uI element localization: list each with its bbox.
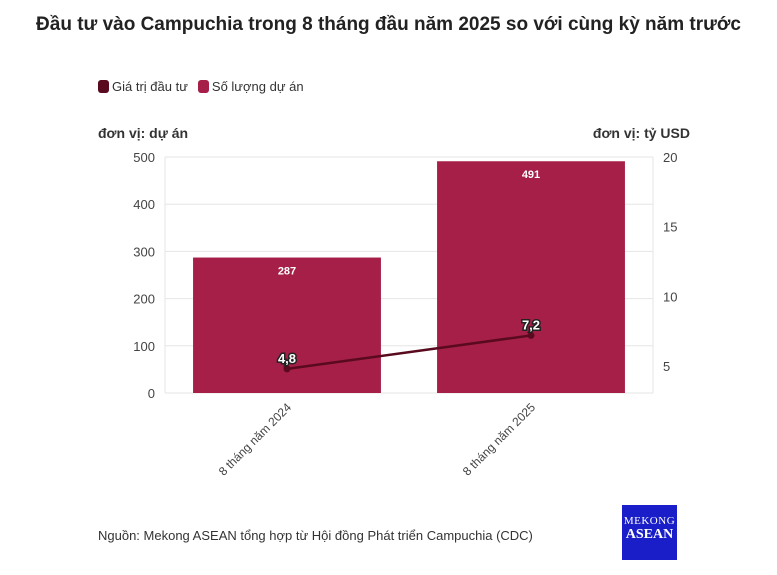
legend-label: Giá trị đầu tư	[112, 79, 188, 94]
right-axis-label: đơn vị: tỷ USD	[592, 125, 690, 141]
left-tick-label: 400	[133, 197, 155, 212]
line-series	[286, 334, 532, 371]
line-point	[283, 365, 291, 373]
right-tick-label: 10	[663, 289, 677, 304]
bar-value-label: 491	[522, 169, 540, 181]
right-tick-label: 20	[663, 150, 677, 165]
bar-value-label: 287	[278, 266, 296, 278]
legend-item-investment[interactable]: Giá trị đầu tư	[98, 79, 188, 94]
left-axis-label: đơn vị: dự án	[98, 125, 189, 141]
left-tick-label: 100	[133, 339, 155, 354]
x-tick-label: 8 tháng năm 2024	[216, 400, 295, 479]
legend-swatch	[98, 80, 109, 93]
x-tick-label: 8 tháng năm 2025	[460, 400, 539, 479]
line-point	[527, 331, 535, 339]
legend-swatch	[197, 80, 209, 93]
legend-label: Số lượng dự án	[211, 79, 304, 94]
source-note: Nguồn: Mekong ASEAN tổng hợp từ Hội đồng…	[98, 528, 533, 543]
left-tick-label: 0	[148, 386, 155, 401]
bar	[193, 257, 381, 393]
right-tick-label: 15	[663, 220, 677, 235]
left-tick-label: 500	[133, 150, 155, 165]
chart-title: Đầu tư vào Campuchia trong 8 tháng đầu n…	[36, 14, 741, 35]
legend: Giá trị đầu tư Số lượng dự án	[98, 79, 304, 94]
mekong-asean-logo: MEKONG ASEAN	[622, 505, 677, 560]
legend-item-projects[interactable]: Số lượng dự án	[197, 79, 304, 94]
bar	[437, 161, 625, 393]
left-tick-label: 200	[133, 292, 155, 307]
line-value-label: 4,8	[278, 351, 296, 366]
right-tick-label: 5	[663, 359, 670, 374]
line-value-label: 7,2	[522, 317, 540, 332]
left-tick-label: 300	[133, 244, 155, 259]
